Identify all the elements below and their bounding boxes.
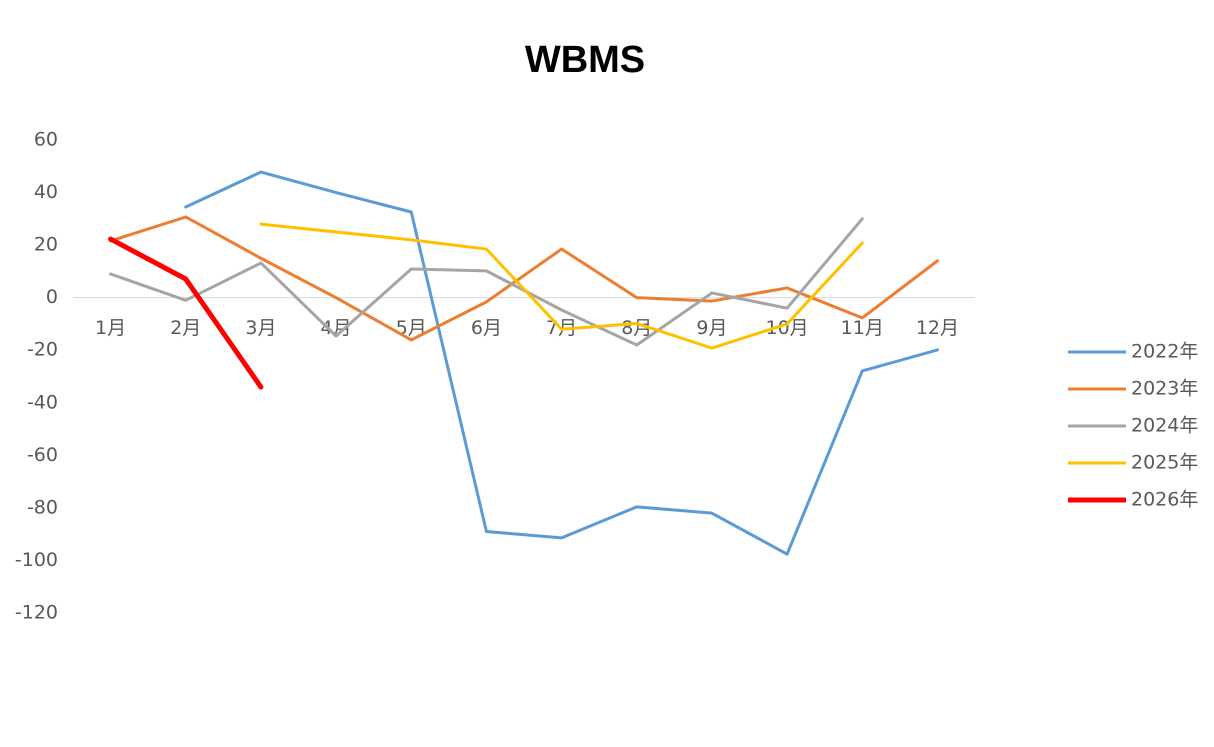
y-tick-label: -80 (27, 496, 58, 518)
y-tick-label: -40 (27, 391, 58, 413)
x-tick-label: 12月 (916, 317, 959, 339)
x-tick-label: 4月 (321, 317, 352, 339)
legend-label: 2026年 (1131, 489, 1198, 511)
y-tick-label: -100 (15, 549, 58, 571)
x-tick-label: 3月 (245, 317, 276, 339)
series-line (184, 170, 939, 556)
y-tick-label: 60 (34, 129, 58, 151)
x-tick-label: 6月 (471, 317, 502, 339)
y-tick-label: 0 (46, 286, 58, 308)
x-tick-label: 10月 (765, 317, 808, 339)
legend-label: 2024年 (1131, 415, 1198, 437)
x-tick-label: 2月 (170, 317, 201, 339)
series-line (108, 236, 264, 390)
legend-label: 2023年 (1131, 378, 1198, 400)
legend-label: 2025年 (1131, 452, 1198, 474)
legend-label: 2022年 (1131, 341, 1198, 363)
y-tick-label: -60 (27, 444, 58, 466)
x-tick-label: 11月 (841, 317, 884, 339)
y-tick-label: 20 (34, 234, 58, 256)
y-tick-label: 40 (34, 181, 58, 203)
chart-title: WBMS (525, 39, 645, 81)
x-tick-label: 1月 (95, 317, 126, 339)
y-tick-label: -20 (27, 339, 58, 361)
series-line (109, 217, 864, 347)
y-tick-label: -120 (15, 602, 58, 624)
x-tick-label: 9月 (696, 317, 727, 339)
x-tick-label: 5月 (396, 317, 427, 339)
series-line (259, 222, 864, 350)
